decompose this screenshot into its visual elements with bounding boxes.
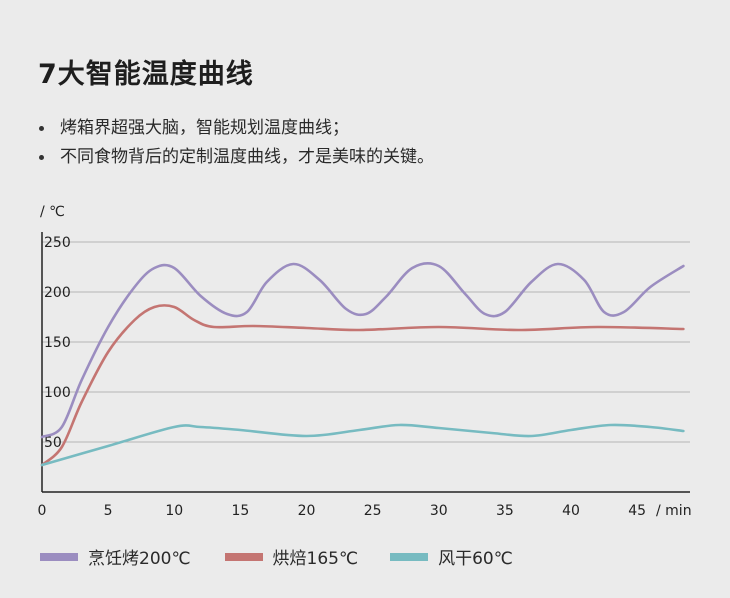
chart-legend: 烹饪烤200℃ 烘焙165℃ 风干60℃ bbox=[40, 544, 513, 569]
legend-item-bake: 烘焙165℃ bbox=[224, 544, 359, 569]
feature-item: 不同食物背后的定制温度曲线，才是美味的关键。 bbox=[38, 143, 434, 172]
x-tick-label: 0 bbox=[38, 503, 47, 519]
legend-swatch bbox=[40, 552, 78, 561]
legend-item-dry: 风干60℃ bbox=[390, 544, 513, 569]
y-axis-label: / ℃ bbox=[40, 204, 65, 220]
feature-item: 烤箱界超强大脑，智能规划温度曲线； bbox=[38, 114, 434, 143]
y-tick-label: 150 bbox=[44, 335, 71, 351]
series-line-cook bbox=[40, 262, 685, 439]
y-tick-label: 250 bbox=[44, 235, 71, 251]
temperature-chart: / ℃ 50 100 150 200 250 0 5 10 15 20 25 30 35 40 45 / … bbox=[38, 204, 692, 519]
series-line-bake bbox=[40, 304, 685, 467]
feature-list: 烤箱界超强大脑，智能规划温度曲线； 不同食物背后的定制温度曲线，才是美味的关键。 bbox=[38, 114, 434, 172]
y-tick-label: 50 bbox=[44, 435, 62, 451]
x-tick-label: 40 bbox=[562, 503, 580, 519]
chart-axes bbox=[41, 232, 690, 493]
series-line-dry bbox=[40, 423, 685, 467]
y-tick-label: 100 bbox=[44, 385, 71, 401]
legend-label: 烘焙165℃ bbox=[272, 549, 359, 569]
page-title: 7大智能温度曲线 bbox=[38, 59, 254, 90]
x-tick-label: 15 bbox=[231, 503, 249, 519]
grid-lines bbox=[42, 241, 690, 443]
series-lines bbox=[40, 262, 685, 467]
legend-swatch bbox=[224, 552, 263, 561]
x-tick-label: 5 bbox=[104, 503, 113, 519]
y-tick-labels: 50 100 150 200 250 bbox=[44, 235, 71, 451]
x-tick-label: 25 bbox=[364, 503, 382, 519]
x-tick-labels: 0 5 10 15 20 25 30 35 40 45 bbox=[38, 503, 646, 519]
x-tick-label: 30 bbox=[430, 503, 448, 519]
x-tick-label: 35 bbox=[496, 503, 514, 519]
legend-label: 烹饪烤200℃ bbox=[88, 549, 191, 569]
x-tick-label: 20 bbox=[298, 503, 316, 519]
legend-label: 风干60℃ bbox=[438, 549, 513, 569]
x-tick-label: 45 bbox=[628, 503, 646, 519]
y-tick-label: 200 bbox=[44, 285, 71, 301]
x-axis-label: / min bbox=[656, 503, 692, 519]
legend-item-cook: 烹饪烤200℃ bbox=[40, 544, 191, 569]
legend-swatch bbox=[390, 552, 429, 561]
x-tick-label: 10 bbox=[165, 503, 183, 519]
